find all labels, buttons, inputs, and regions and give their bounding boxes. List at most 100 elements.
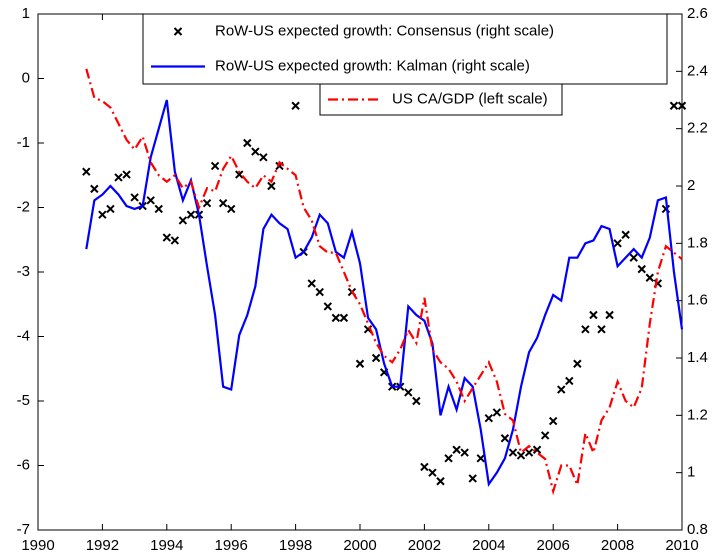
marker <box>613 239 622 248</box>
y-tick-label: -3 <box>17 263 30 280</box>
x-tick-label: 1992 <box>86 537 119 554</box>
y-tick-label: -5 <box>17 392 30 409</box>
marker <box>645 273 655 282</box>
y-tick-label: 0 <box>22 69 30 86</box>
marker <box>412 396 421 406</box>
marker <box>130 193 139 202</box>
marker <box>637 264 646 274</box>
y-tick-label: -4 <box>17 327 30 344</box>
x-tick-label: 2008 <box>601 537 634 554</box>
marker <box>323 302 333 311</box>
marker <box>589 310 598 320</box>
legend-label: RoW-US expected growth: Kalman (right sc… <box>215 57 530 74</box>
marker <box>597 325 606 334</box>
marker <box>581 325 590 334</box>
marker <box>476 454 485 463</box>
marker <box>291 101 300 110</box>
x-tick-label: 2000 <box>343 537 376 554</box>
series-line <box>85 68 683 496</box>
x-tick-label: 1990 <box>21 537 54 554</box>
marker <box>548 416 558 426</box>
marker <box>436 477 445 486</box>
y-tick-label: -1 <box>17 134 30 151</box>
marker <box>629 253 638 262</box>
y2-tick-label: 1 <box>687 464 695 481</box>
marker <box>452 445 461 454</box>
series-line <box>85 99 684 488</box>
x-tick-label: 2004 <box>472 537 505 554</box>
marker <box>82 167 91 176</box>
marker <box>355 359 365 368</box>
x-tick-label: 1998 <box>279 537 312 554</box>
y2-tick-label: 1.6 <box>687 292 708 309</box>
marker <box>500 434 510 443</box>
y2-tick-label: 2.6 <box>687 5 708 22</box>
marker <box>114 173 123 182</box>
marker <box>259 153 268 162</box>
marker <box>210 161 220 171</box>
legend-label: US CA/GDP (left scale) <box>392 90 548 107</box>
marker <box>371 353 381 363</box>
marker <box>420 462 429 472</box>
marker <box>508 448 518 457</box>
legend-box <box>142 13 668 85</box>
y2-tick-label: 2.2 <box>687 120 708 137</box>
y2-tick-label: 1.2 <box>687 406 708 423</box>
x-tick-label: 1996 <box>215 537 248 554</box>
marker <box>202 198 212 208</box>
marker <box>524 448 534 457</box>
y2-tick-label: 1.4 <box>687 349 708 366</box>
y-tick-label: -7 <box>17 521 30 538</box>
marker <box>90 184 99 194</box>
marker <box>267 181 276 191</box>
marker <box>468 474 477 483</box>
marker <box>540 431 550 440</box>
marker <box>170 236 180 245</box>
marker <box>243 138 252 148</box>
marker <box>235 170 244 179</box>
marker <box>557 385 566 394</box>
x-tick-label: 2010 <box>665 537 698 554</box>
marker <box>428 468 437 477</box>
y2-tick-label: 0.8 <box>687 521 708 538</box>
y2-tick-label: 1.8 <box>687 234 708 251</box>
marker <box>106 204 115 214</box>
x-tick-label: 1994 <box>150 537 183 554</box>
marker <box>307 279 316 288</box>
y-tick-label: -6 <box>17 456 30 473</box>
marker <box>460 448 469 457</box>
marker <box>621 230 630 239</box>
marker <box>573 359 582 368</box>
marker <box>162 233 172 242</box>
marker <box>186 210 196 219</box>
marker <box>605 310 614 320</box>
legend-swatch <box>173 27 183 36</box>
marker <box>98 210 107 219</box>
y2-tick-label: 2 <box>687 177 695 194</box>
marker <box>146 196 155 205</box>
marker <box>516 451 526 460</box>
x-tick-label: 2006 <box>537 537 570 554</box>
marker <box>154 204 163 214</box>
y-tick-label: 1 <box>22 5 30 22</box>
legend-box <box>319 83 563 116</box>
marker <box>565 376 574 386</box>
marker <box>484 413 494 423</box>
marker <box>218 198 228 208</box>
y2-tick-label: 2.4 <box>687 62 708 79</box>
x-tick-label: 2002 <box>408 537 441 554</box>
marker <box>122 170 131 179</box>
marker <box>251 147 260 156</box>
marker <box>226 204 236 214</box>
marker <box>677 101 687 110</box>
y-tick-label: -2 <box>17 198 30 215</box>
marker <box>492 408 502 417</box>
marker <box>669 101 679 110</box>
marker <box>331 313 341 323</box>
marker <box>532 445 542 454</box>
marker <box>444 454 453 463</box>
marker <box>178 216 188 225</box>
legend-label: RoW-US expected growth: Consensus (right… <box>215 22 554 39</box>
marker <box>404 388 413 397</box>
